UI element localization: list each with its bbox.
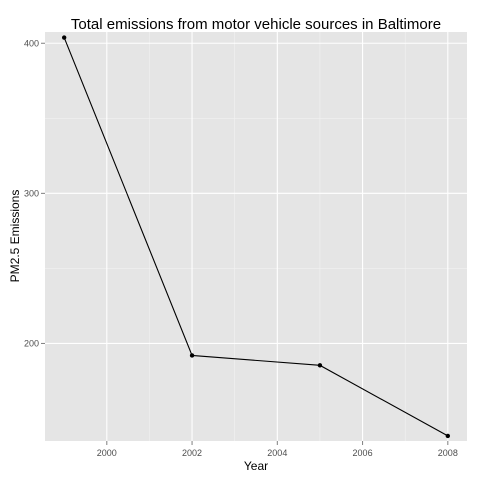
axis-ticks — [41, 42, 449, 445]
data-point — [317, 363, 323, 368]
y-tick-label: 400 — [24, 38, 39, 48]
data-point — [189, 353, 195, 358]
x-tick-label: 2006 — [353, 448, 373, 458]
data-point — [61, 35, 67, 40]
x-tick-label: 2004 — [267, 448, 287, 458]
x-tick-label: 2008 — [438, 448, 458, 458]
y-tick-labels: 200 300 400 — [24, 38, 39, 348]
data-points — [61, 35, 451, 439]
x-axis-title: Year — [244, 459, 268, 473]
plot-panel — [45, 32, 467, 441]
series-line — [63, 37, 449, 437]
data-point — [445, 433, 451, 439]
chart-title: Total emissions from motor vehicle sourc… — [71, 16, 441, 33]
x-tick-label: 2000 — [97, 448, 117, 458]
series-line-group — [63, 37, 449, 437]
x-tick-labels: 2000 2002 2004 2006 2008 — [97, 448, 458, 458]
minor-gridlines — [45, 32, 467, 441]
major-gridlines — [45, 32, 467, 441]
y-tick-label: 300 — [24, 188, 39, 198]
y-tick-label: 200 — [24, 338, 39, 348]
y-axis-title: PM2.5 Emissions — [8, 190, 22, 283]
x-tick-label: 2002 — [182, 448, 202, 458]
